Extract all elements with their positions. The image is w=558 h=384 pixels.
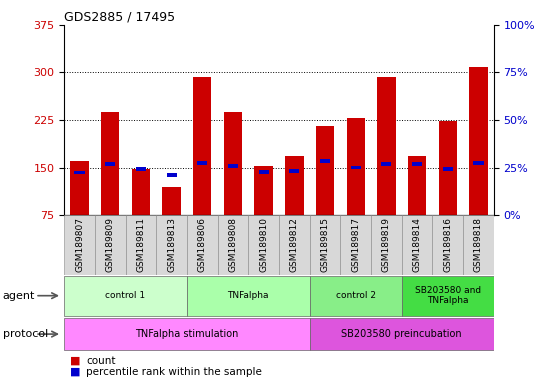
Text: GSM189808: GSM189808	[228, 217, 238, 272]
Text: GSM189813: GSM189813	[167, 217, 176, 272]
Bar	[285, 156, 304, 215]
Text: GSM189817: GSM189817	[351, 217, 360, 272]
Bar	[310, 215, 340, 275]
Bar	[197, 161, 208, 165]
Bar	[101, 112, 119, 215]
Bar	[473, 161, 484, 165]
Bar	[64, 318, 310, 350]
Bar	[402, 215, 432, 275]
Bar	[228, 164, 238, 168]
Bar	[187, 276, 310, 316]
Bar	[105, 162, 116, 166]
Text: SB203580 preincubation: SB203580 preincubation	[341, 329, 462, 339]
Text: GSM189814: GSM189814	[412, 217, 422, 272]
Text: GDS2885 / 17495: GDS2885 / 17495	[64, 11, 175, 24]
Bar	[254, 166, 273, 215]
Text: GSM189818: GSM189818	[474, 217, 483, 272]
Bar	[350, 166, 361, 169]
Bar	[126, 215, 156, 275]
Text: GSM189811: GSM189811	[136, 217, 146, 272]
Bar	[156, 215, 187, 275]
Bar	[463, 215, 494, 275]
Bar	[377, 77, 396, 215]
Bar	[136, 167, 146, 170]
Bar	[74, 170, 85, 174]
Bar	[289, 169, 300, 172]
Text: GSM189819: GSM189819	[382, 217, 391, 272]
Bar	[371, 215, 402, 275]
Bar	[442, 167, 453, 170]
Bar	[64, 215, 95, 275]
Bar	[469, 68, 488, 215]
Text: GSM189816: GSM189816	[443, 217, 453, 272]
Text: GSM189806: GSM189806	[198, 217, 207, 272]
Bar	[193, 77, 211, 215]
Bar	[258, 170, 269, 174]
Text: GSM189812: GSM189812	[290, 217, 299, 272]
Bar	[248, 215, 279, 275]
Bar	[162, 187, 181, 215]
Text: TNFalpha: TNFalpha	[228, 291, 269, 300]
Bar	[381, 162, 392, 166]
Bar	[316, 126, 334, 215]
Bar	[95, 215, 126, 275]
Bar	[347, 118, 365, 215]
Bar	[218, 215, 248, 275]
Text: control 2: control 2	[336, 291, 376, 300]
Text: GSM189815: GSM189815	[320, 217, 330, 272]
Text: ■: ■	[70, 367, 80, 377]
Bar	[340, 215, 371, 275]
Bar	[132, 169, 150, 215]
Bar	[439, 121, 457, 215]
Text: ■: ■	[70, 356, 80, 366]
Bar	[279, 215, 310, 275]
Bar	[224, 112, 242, 215]
Bar	[320, 159, 330, 163]
Bar	[187, 215, 218, 275]
Bar	[310, 276, 402, 316]
Text: TNFalpha stimulation: TNFalpha stimulation	[135, 329, 239, 339]
Text: protocol: protocol	[3, 329, 48, 339]
Bar	[402, 276, 494, 316]
Bar	[64, 276, 187, 316]
Bar	[412, 162, 422, 166]
Text: count: count	[86, 356, 116, 366]
Text: GSM189809: GSM189809	[105, 217, 115, 272]
Text: SB203580 and
TNFalpha: SB203580 and TNFalpha	[415, 286, 481, 305]
Text: GSM189807: GSM189807	[75, 217, 84, 272]
Text: agent: agent	[3, 291, 35, 301]
Bar	[408, 156, 426, 215]
Bar	[432, 215, 463, 275]
Text: percentile rank within the sample: percentile rank within the sample	[86, 367, 262, 377]
Text: control 1: control 1	[105, 291, 146, 300]
Bar	[310, 318, 494, 350]
Bar	[166, 173, 177, 177]
Bar	[70, 161, 89, 215]
Text: GSM189810: GSM189810	[259, 217, 268, 272]
